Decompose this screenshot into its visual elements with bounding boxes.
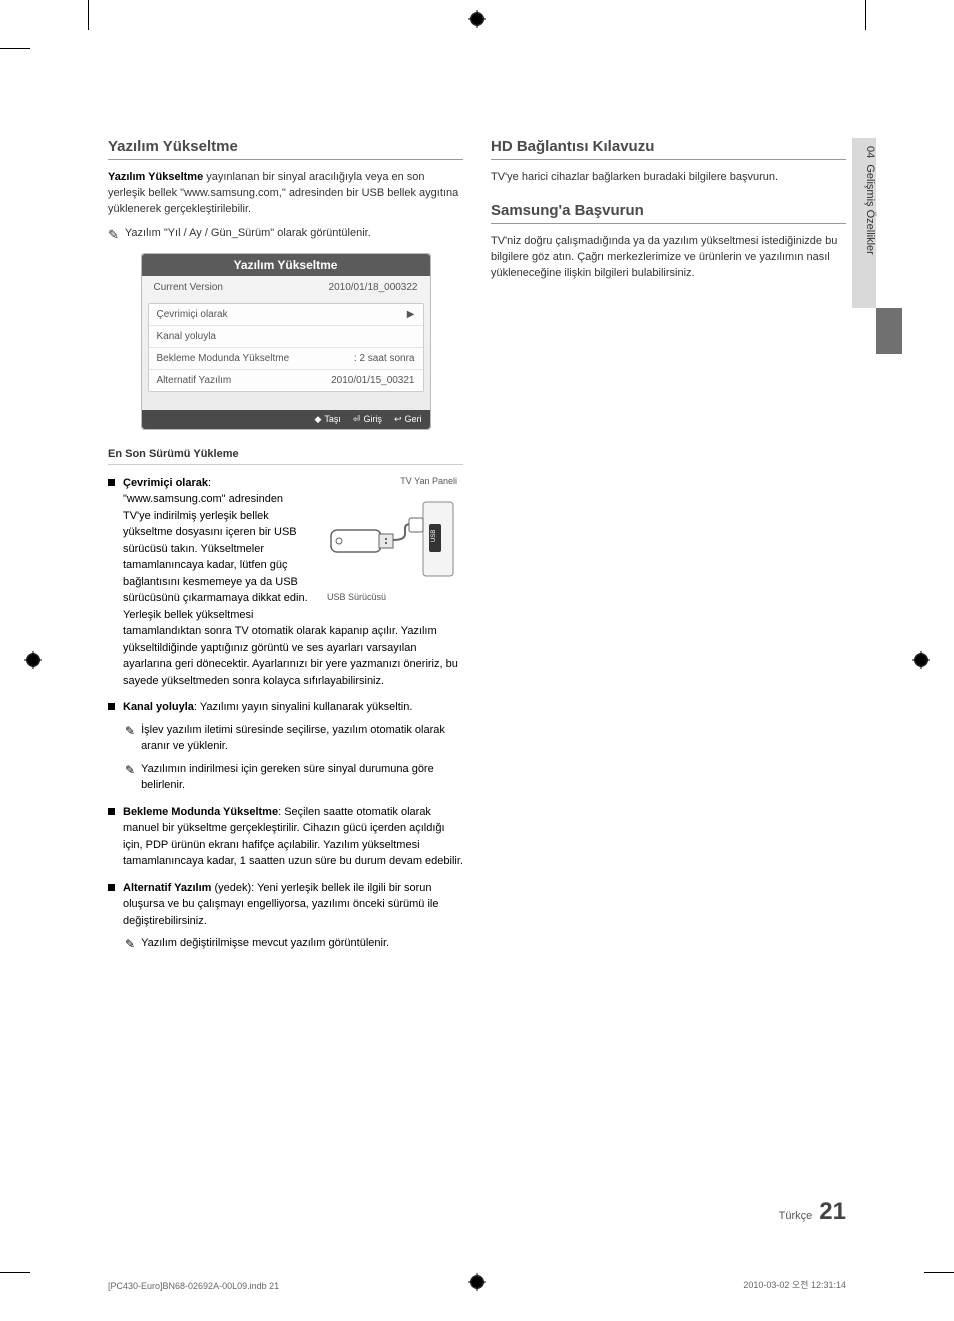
menu-row-current: Current Version 2010/01/18_000322	[142, 276, 430, 299]
bullet-list: Çevrimiçi olarak: "www.samsung.com" adre…	[108, 475, 463, 954]
right-column: HD Bağlantısı Kılavuzu TV'ye harici ciha…	[491, 138, 846, 963]
menu-footer: Taşı Giriş Geri	[142, 410, 430, 429]
menu-row-online[interactable]: Çevrimiçi olarak ▶	[149, 304, 423, 325]
software-upgrade-menu: Yazılım Yükseltme Current Version 2010/0…	[141, 253, 431, 430]
registration-mark-icon	[468, 10, 486, 28]
menu-row-alternative[interactable]: Alternatif Yazılım 2010/01/15_00321	[149, 369, 423, 391]
bullet-text: : "www.samsung.com" adresinden TV'ye ind…	[123, 477, 308, 621]
bullet-bold: Çevrimiçi olarak	[123, 477, 208, 489]
play-icon: ▶	[407, 309, 415, 320]
menu-label: Kanal yoluyla	[157, 331, 216, 342]
menu-title: Yazılım Yükseltme	[142, 254, 430, 276]
note-text: Yazılım "Yıl / Ay / Gün_Sürüm" olarak gö…	[125, 226, 371, 245]
subnote-2: ✎ Yazılımın indirilmesi için gereken sür…	[123, 761, 463, 794]
heading-hd-guide: HD Bağlantısı Kılavuzu	[491, 138, 846, 160]
bullet-text: : Yazılımı yayın sinyalini kullanarak yü…	[194, 701, 412, 713]
illus-label-usb-drive: USB Sürücüsü	[323, 591, 463, 605]
intro-paragraph: Yazılım Yükseltme yayınlanan bir sinyal …	[108, 170, 463, 218]
footer-enter: Giriş	[353, 414, 382, 425]
current-version-label: Current Version	[154, 282, 223, 293]
note-icon: ✎	[108, 226, 119, 245]
square-bullet-icon	[108, 479, 115, 486]
page-number: Türkçe 21	[779, 1198, 846, 1226]
note-icon: ✎	[125, 761, 135, 794]
bullet-channel-text: Kanal yoluyla: Yazılımı yayın sinyalini …	[123, 699, 463, 716]
menu-label: Bekleme Modunda Yükseltme	[157, 353, 290, 364]
registration-mark-icon	[24, 651, 42, 669]
subnote-1: ✎ İşlev yazılım iletimi süresinde seçili…	[123, 722, 463, 755]
bullet-online: Çevrimiçi olarak: "www.samsung.com" adre…	[108, 475, 463, 690]
note-icon: ✎	[125, 722, 135, 755]
chapter-label: Gelişmiş Özellikler	[864, 164, 876, 254]
bullet-bold: Kanal yoluyla	[123, 701, 194, 713]
subnote-text: Yazılım değiştirilmişse mevcut yazılım g…	[141, 935, 389, 953]
bullet-bold: Bekleme Modunda Yükseltme	[123, 806, 278, 818]
square-bullet-icon	[108, 884, 115, 891]
footer-filename: [PC430-Euro]BN68-02692A-00L09.indb 21	[108, 1281, 279, 1291]
footer-return: Geri	[394, 414, 422, 425]
chapter-tab-dark	[876, 308, 902, 354]
usb-illustration: TV Yan Paneli USB	[323, 475, 463, 605]
crop-mark	[924, 1272, 954, 1273]
contact-samsung-text: TV'niz doğru çalışmadığında ya da yazılı…	[491, 234, 846, 282]
chapter-number: 04	[864, 146, 876, 158]
footer-timestamp: 2010-03-02 오전 12:31:14	[743, 1278, 846, 1291]
intro-bold: Yazılım Yükseltme	[108, 171, 203, 183]
menu-row-standby[interactable]: Bekleme Modunda Yükseltme : 2 saat sonra	[149, 347, 423, 369]
menu-value: : 2 saat sonra	[354, 353, 415, 364]
page-number-value: 21	[819, 1198, 846, 1225]
hd-guide-text: TV'ye harici cihazlar bağlarken buradaki…	[491, 170, 846, 186]
square-bullet-icon	[108, 703, 115, 710]
subnote-text: İşlev yazılım iletimi süresinde seçilirs…	[141, 722, 463, 755]
crop-mark	[88, 0, 89, 30]
menu-label: Alternatif Yazılım	[157, 375, 232, 386]
menu-value: 2010/01/15_00321	[331, 375, 414, 386]
crop-mark	[865, 0, 866, 30]
bullet-standby-text: Bekleme Modunda Yükseltme: Seçilen saatt…	[123, 804, 463, 870]
crop-mark	[0, 1272, 30, 1273]
page-language-label: Türkçe	[779, 1210, 813, 1222]
subnote-text: Yazılımın indirilmesi için gereken süre …	[141, 761, 463, 794]
note-version-format: ✎ Yazılım "Yıl / Ay / Gün_Sürüm" olarak …	[108, 226, 463, 245]
menu-label: Çevrimiçi olarak	[157, 309, 228, 320]
subnote-alt: ✎ Yazılım değiştirilmişse mevcut yazılım…	[123, 935, 463, 953]
bullet-bold: Alternatif Yazılım	[123, 882, 211, 894]
bullet-alternative-text: Alternatif Yazılım (yedek): Yeni yerleşi…	[123, 880, 463, 930]
bullet-channel: Kanal yoluyla: Yazılımı yayın sinyalini …	[108, 699, 463, 794]
bullet-online-text-1: Çevrimiçi olarak: "www.samsung.com" adre…	[123, 475, 309, 624]
note-icon: ✎	[125, 935, 135, 953]
bullet-alternative: Alternatif Yazılım (yedek): Yeni yerleşi…	[108, 880, 463, 954]
menu-options-group: Çevrimiçi olarak ▶ Kanal yoluyla Bekleme…	[148, 303, 424, 392]
crop-mark	[0, 48, 30, 49]
illus-label-tv-panel: TV Yan Paneli	[323, 475, 463, 489]
heading-contact-samsung: Samsung'a Başvurun	[491, 202, 846, 224]
usb-tv-diagram-icon: USB	[323, 494, 463, 584]
footer-move: Taşı	[314, 414, 340, 425]
left-column: Yazılım Yükseltme Yazılım Yükseltme yayı…	[108, 138, 463, 963]
chapter-tab: 04 Gelişmiş Özellikler	[852, 138, 876, 308]
subhead-install-latest: En Son Sürümü Yükleme	[108, 448, 463, 465]
bullet-standby: Bekleme Modunda Yükseltme: Seçilen saatt…	[108, 804, 463, 870]
registration-mark-icon	[468, 1273, 486, 1291]
page-content: 04 Gelişmiş Özellikler Yazılım Yükseltme…	[108, 70, 846, 1250]
square-bullet-icon	[108, 808, 115, 815]
registration-mark-icon	[912, 651, 930, 669]
menu-row-channel[interactable]: Kanal yoluyla	[149, 325, 423, 347]
svg-text:USB: USB	[431, 530, 437, 542]
heading-software-upgrade: Yazılım Yükseltme	[108, 138, 463, 160]
current-version-value: 2010/01/18_000322	[329, 282, 418, 293]
bullet-online-text-2: tamamlandıktan sonra TV otomatik olarak …	[123, 623, 463, 689]
